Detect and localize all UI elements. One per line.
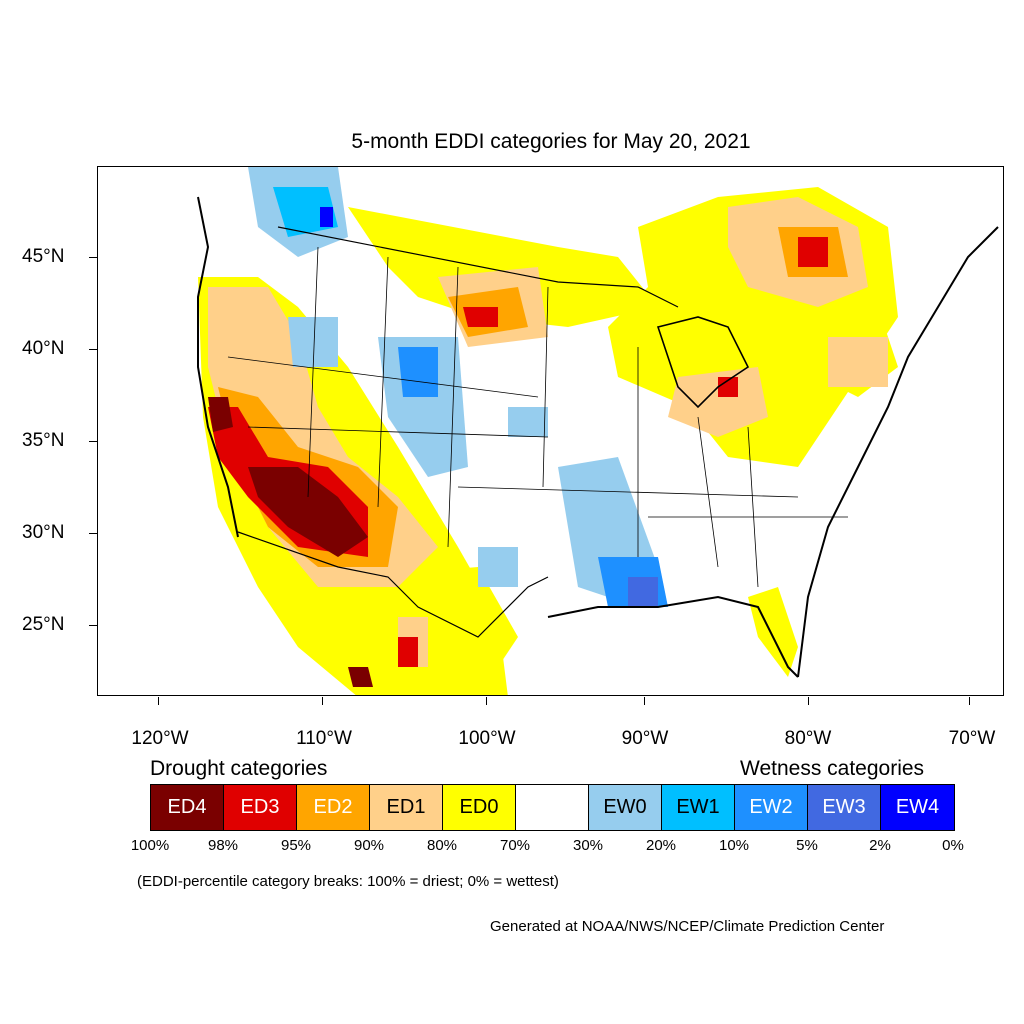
ed3-quebec: [798, 237, 828, 267]
lon-label: 80°W: [784, 728, 832, 749]
ew0-idaho: [288, 317, 338, 367]
lon-label: 100°W: [458, 728, 516, 749]
percent-break-label: 95%: [280, 837, 312, 854]
map-title: 5-month EDDI categories for May 20, 2021: [351, 130, 751, 153]
credit-line: Generated at NOAA/NWS/NCEP/Climate Predi…: [490, 918, 885, 935]
coastline-east: [797, 226, 999, 678]
legend-swatch-ew4: EW4: [881, 785, 954, 830]
percent-break-label: 20%: [645, 837, 677, 854]
ed4-california: [208, 397, 233, 432]
lon-tick: [808, 697, 809, 705]
coastline-west: [197, 196, 239, 538]
legend-swatch-ew3: EW3: [808, 785, 881, 830]
coastline-gulf: [547, 595, 799, 678]
percent-break-label: 5%: [796, 837, 818, 854]
wetness-categories-header: Wetness categories: [740, 757, 925, 780]
percent-break-label: 0%: [942, 837, 964, 854]
lat-tick: [89, 257, 97, 258]
ed4-sonora: [348, 667, 373, 687]
us-canada-border: [277, 226, 679, 308]
legend-swatch-ed3: ED3: [224, 785, 297, 830]
lon-label: 120°W: [131, 728, 189, 749]
us-mexico-border: [237, 531, 549, 638]
lat-label: 25°N: [22, 614, 65, 635]
lon-tick: [969, 697, 970, 705]
conus-map-svg: [197, 167, 999, 695]
ed4-arizona: [248, 467, 368, 557]
legend-swatch-ed0: ED0: [443, 785, 516, 830]
ed1-ohio: [668, 367, 768, 437]
ew0-oklahoma: [478, 547, 518, 587]
lat-tick: [89, 441, 97, 442]
percent-break-label: 90%: [353, 837, 385, 854]
legend-swatch-ed4: ED4: [151, 785, 224, 830]
lon-label: 110°W: [296, 728, 352, 749]
eddi-map: [97, 166, 1004, 696]
legend-swatch-ed1: ED1: [370, 785, 443, 830]
percent-break-label: 10%: [718, 837, 750, 854]
percent-break-label: 70%: [499, 837, 531, 854]
legend-swatch-neutral: [516, 785, 589, 830]
lat-tick: [89, 349, 97, 350]
drought-categories-header: Drought categories: [150, 757, 328, 780]
lon-label: 70°W: [948, 728, 996, 749]
lon-tick: [644, 697, 645, 705]
ed3-ohio: [718, 377, 738, 397]
ew2-wyoming: [398, 347, 438, 397]
ed1-mid-atlantic: [828, 337, 888, 387]
ew0-kansas: [508, 407, 548, 437]
lat-tick: [89, 533, 97, 534]
percent-break-label: 100%: [130, 837, 170, 854]
lat-label: 40°N: [22, 338, 65, 359]
lat-label: 45°N: [22, 246, 65, 267]
great-lakes-outline: [656, 316, 750, 409]
lat-tick: [89, 625, 97, 626]
lon-tick: [158, 697, 159, 705]
ew4-northwest: [320, 207, 333, 227]
category-legend-bar: ED4 ED3 ED2 ED1 ED0 EW0 EW1 EW2 EW3 EW4: [150, 784, 955, 831]
legend-swatch-ed2: ED2: [297, 785, 370, 830]
ed3-texas: [398, 637, 418, 667]
ed0-florida: [748, 587, 798, 677]
legend-swatch-ew1: EW1: [662, 785, 735, 830]
ed3-north-dakota: [463, 307, 498, 327]
state-lines: [227, 246, 848, 588]
percent-break-label: 80%: [426, 837, 458, 854]
lon-label: 90°W: [621, 728, 669, 749]
lat-label: 35°N: [22, 430, 65, 451]
lon-tick: [486, 697, 487, 705]
percent-break-label: 2%: [869, 837, 891, 854]
ed0-northern-plains: [348, 207, 658, 327]
lat-label: 30°N: [22, 522, 65, 543]
category-breaks-note: (EDDI-percentile category breaks: 100% =…: [137, 873, 559, 890]
legend-swatch-ew2: EW2: [735, 785, 808, 830]
lon-tick: [322, 697, 323, 705]
legend-swatch-ew0: EW0: [589, 785, 662, 830]
ew3-louisiana: [628, 577, 658, 607]
percent-break-label: 30%: [572, 837, 604, 854]
percent-break-label: 98%: [207, 837, 239, 854]
boundaries: [197, 196, 999, 678]
